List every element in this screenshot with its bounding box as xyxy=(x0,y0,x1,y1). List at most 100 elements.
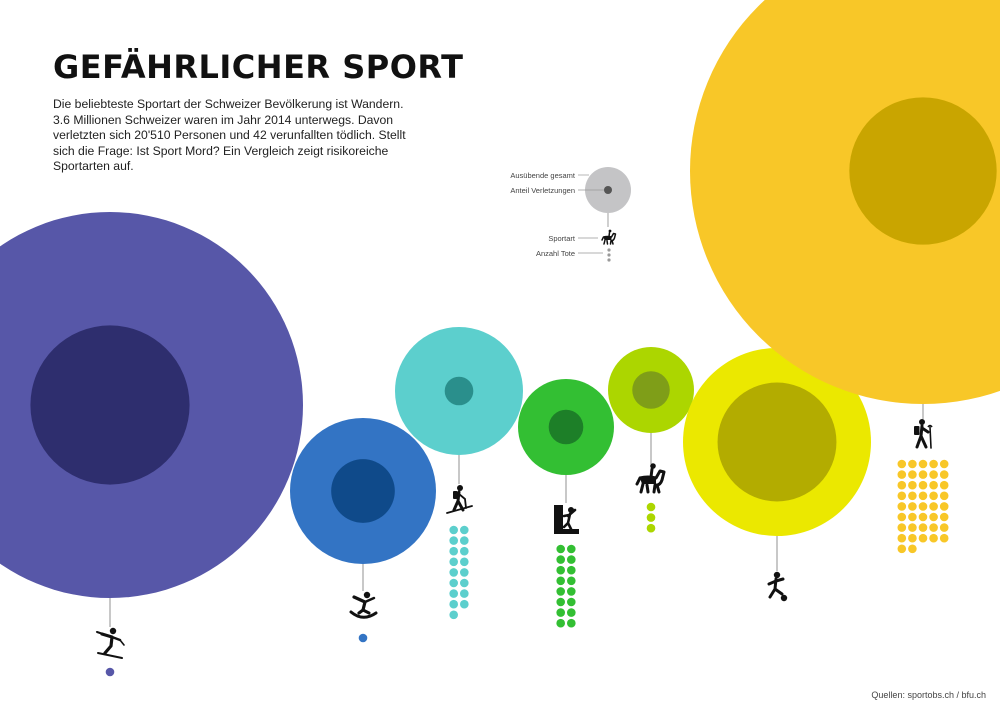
legend-death-dot xyxy=(607,248,611,252)
death-dot xyxy=(460,557,469,567)
death-dot xyxy=(460,568,469,577)
death-dot xyxy=(460,525,469,535)
death-dot xyxy=(897,512,907,522)
legend-sport-icon xyxy=(601,228,617,245)
death-dot xyxy=(908,480,917,490)
football-icon xyxy=(767,570,789,603)
death-dot xyxy=(897,544,907,554)
death-dot xyxy=(449,568,459,577)
death-dot xyxy=(939,533,949,543)
death-dot xyxy=(449,525,459,535)
death-dot xyxy=(567,576,576,586)
death-dot xyxy=(556,544,565,554)
death-dot xyxy=(908,533,917,543)
death-dot xyxy=(918,523,928,532)
death-dot xyxy=(908,459,917,469)
injuries-circle xyxy=(444,376,474,406)
death-dot xyxy=(449,599,459,609)
death-dot xyxy=(897,480,907,490)
death-dot xyxy=(929,480,938,490)
horse-riding-icon xyxy=(635,461,666,494)
legend-death-dot xyxy=(607,258,611,262)
death-dot xyxy=(460,599,469,609)
death-dot xyxy=(929,533,938,543)
ski-touring-icon xyxy=(445,483,474,515)
death-dot xyxy=(929,502,938,511)
death-dot xyxy=(646,523,656,533)
death-dot xyxy=(897,459,907,469)
death-dot xyxy=(939,470,949,479)
death-dot xyxy=(556,618,565,628)
death-dot xyxy=(939,502,949,511)
injuries-circle xyxy=(548,409,584,445)
source-credit: Quellen: sportobs.ch / bfu.ch xyxy=(871,690,986,700)
death-dot xyxy=(897,533,907,543)
death-dot xyxy=(939,512,949,522)
death-dot xyxy=(646,502,656,512)
injuries-circle xyxy=(30,325,190,485)
death-dot xyxy=(908,512,917,522)
bubble-group xyxy=(0,0,1000,677)
death-dot xyxy=(908,523,917,532)
death-dot xyxy=(897,502,907,511)
death-dot xyxy=(918,470,928,479)
death-dot xyxy=(646,513,656,522)
death-dot xyxy=(929,459,938,469)
death-dot xyxy=(929,491,938,501)
death-dot xyxy=(556,587,565,596)
legend-death-dot xyxy=(607,253,611,257)
death-dot xyxy=(908,470,917,479)
legend-label-participants: Ausübende gesamt xyxy=(510,171,576,180)
injuries-circle xyxy=(849,97,997,245)
death-dot xyxy=(567,555,576,564)
death-dot xyxy=(918,502,928,511)
intro-text: Die beliebteste Sportart der Schweizer B… xyxy=(53,97,406,174)
legend-label-injuries: Anteil Verletzungen xyxy=(510,186,575,195)
legend-label-sport: Sportart xyxy=(548,234,576,243)
death-dot xyxy=(939,523,949,532)
death-dot xyxy=(460,578,469,588)
death-dot xyxy=(567,618,576,628)
death-dot xyxy=(449,578,459,588)
page-title: GEFÄHRLICHER SPORT xyxy=(53,48,464,86)
death-dot xyxy=(449,610,459,620)
injuries-circle xyxy=(717,382,837,502)
death-dot xyxy=(908,491,917,501)
death-dot xyxy=(556,565,565,575)
death-dot xyxy=(449,557,459,567)
death-dot xyxy=(929,523,938,532)
death-dot xyxy=(105,667,115,677)
death-dot xyxy=(460,546,469,556)
death-dot xyxy=(939,480,949,490)
snowboard-icon xyxy=(349,590,378,619)
chart-legend: Ausübende gesamt Anteil Verletzungen Spo… xyxy=(510,167,631,262)
death-dot xyxy=(567,587,576,596)
death-dot xyxy=(556,555,565,564)
injuries-circle xyxy=(632,371,670,409)
death-dot xyxy=(449,536,459,545)
death-dot xyxy=(567,544,576,554)
death-dot xyxy=(556,597,565,607)
death-dot xyxy=(567,565,576,575)
death-dot xyxy=(556,576,565,586)
injuries-circle xyxy=(331,459,395,523)
climbing-icon xyxy=(552,503,581,536)
legend-label-deaths: Anzahl Tote xyxy=(536,249,575,258)
skiing-icon xyxy=(95,626,126,660)
death-dot xyxy=(460,589,469,598)
death-dot xyxy=(918,491,928,501)
death-dot xyxy=(929,512,938,522)
death-dot xyxy=(939,459,949,469)
death-dot xyxy=(460,536,469,545)
death-dot xyxy=(939,491,949,501)
death-dot xyxy=(358,633,368,643)
death-dot xyxy=(929,470,938,479)
death-dot xyxy=(449,589,459,598)
death-dot xyxy=(908,502,917,511)
death-dot xyxy=(556,608,565,617)
death-dot xyxy=(918,480,928,490)
death-dot xyxy=(567,608,576,617)
death-dot xyxy=(918,512,928,522)
death-dot xyxy=(918,459,928,469)
